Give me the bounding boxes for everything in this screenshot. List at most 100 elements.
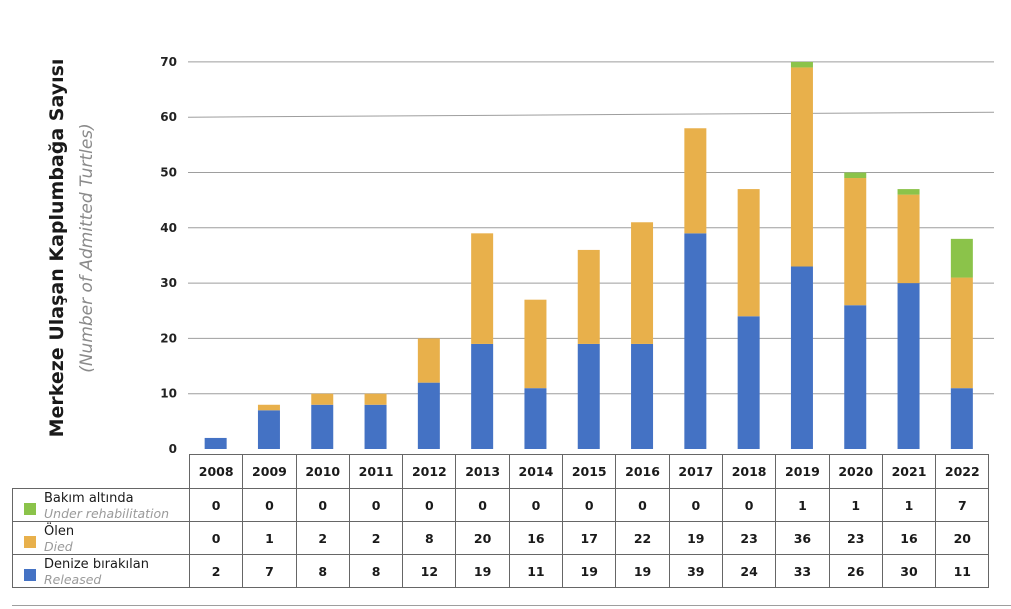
data-label: 36 — [775, 521, 830, 555]
year-header: 2011 — [348, 454, 404, 489]
bar-segment — [684, 128, 707, 234]
data-label: 8 — [348, 554, 404, 588]
data-label: 0 — [348, 488, 404, 522]
data-label: 0 — [562, 488, 617, 522]
data-label: 1 — [242, 521, 297, 555]
y-tick-label: 10 — [160, 387, 177, 401]
y-axis-title: Merkeze Ulaşan Kaplumbağa Sayısı (Number… — [46, 59, 97, 438]
bar-segment — [311, 404, 334, 449]
data-label: 11 — [935, 554, 990, 588]
data-label: 19 — [562, 554, 617, 588]
data-label: 19 — [615, 554, 670, 588]
bar-segment — [897, 194, 920, 284]
legend-label: Denize bırakılan — [44, 557, 149, 572]
data-label: 7 — [242, 554, 297, 588]
data-label: 0 — [721, 488, 777, 522]
legend-swatch — [24, 503, 36, 515]
bar-segment — [204, 437, 227, 449]
year-header: 2014 — [508, 454, 564, 489]
data-label: 1 — [828, 488, 883, 522]
legend-swatch — [24, 569, 36, 581]
legend-label: Ölen — [44, 524, 75, 539]
legend-label-english: Died — [44, 539, 73, 554]
year-header: 2008 — [188, 454, 244, 489]
bar-segment — [950, 388, 973, 449]
legend-label: Bakım altında — [44, 491, 134, 506]
legend-swatch — [24, 536, 36, 548]
year-header: 2015 — [562, 454, 617, 489]
year-header: 2022 — [935, 454, 990, 489]
legend-label-english: Under rehabilitation — [44, 506, 170, 521]
bar-segment — [790, 61, 813, 68]
legend-entry: Bakım altında Under rehabilitation — [12, 488, 190, 522]
bar-segment — [524, 299, 547, 389]
gridline — [187, 111, 995, 118]
year-header-row: 2008 2009 2010 2011 2012 2013 2014 2015 2016 2017… — [13, 454, 990, 489]
bar-segment — [364, 393, 387, 405]
data-label: 20 — [935, 521, 990, 555]
data-label: 24 — [721, 554, 777, 588]
data-label: 7 — [935, 488, 990, 522]
data-label: 39 — [668, 554, 723, 588]
bar-segment — [897, 283, 920, 449]
year-header: 2010 — [295, 454, 350, 489]
bar-segment — [684, 233, 707, 449]
y-axis-title-main: Merkeze Ulaşan Kaplumbağa Sayısı — [46, 59, 68, 438]
year-header: 2012 — [402, 454, 457, 489]
data-label: 0 — [295, 488, 350, 522]
y-tick-label: 50 — [160, 166, 177, 180]
data-label: 26 — [828, 554, 883, 588]
bar-segment — [897, 189, 920, 195]
data-label: 30 — [881, 554, 937, 588]
data-label: 12 — [402, 554, 457, 588]
year-header: 2016 — [615, 454, 670, 489]
y-tick-label: 30 — [160, 276, 177, 290]
bar-segment — [950, 238, 973, 278]
data-label: 17 — [562, 521, 617, 555]
y-tick-label: 0 — [169, 442, 177, 456]
legend-entry: Denize bırakılan Released — [12, 554, 190, 588]
bar-segment — [257, 404, 280, 411]
legend-entry: Ölen Died — [12, 521, 190, 555]
year-header: 2013 — [455, 454, 510, 489]
data-label: 2 — [188, 554, 244, 588]
data-label: 8 — [295, 554, 350, 588]
bar-segment — [737, 189, 760, 317]
year-header: 2019 — [775, 454, 830, 489]
data-label: 20 — [455, 521, 510, 555]
data-label: 0 — [242, 488, 297, 522]
bar-segment — [364, 404, 387, 449]
table-corner — [13, 455, 190, 489]
bar-segment — [257, 410, 280, 449]
bar-segment — [631, 222, 654, 344]
bar-segment — [471, 343, 494, 449]
bar-segment — [417, 382, 440, 449]
y-tick-label: 70 — [160, 55, 177, 69]
bar-segment — [577, 249, 600, 344]
bar-segment — [524, 388, 547, 449]
data-label: 1 — [775, 488, 830, 522]
bar-segment — [844, 305, 867, 449]
data-label: 23 — [721, 521, 777, 555]
data-label: 0 — [615, 488, 670, 522]
y-tick-label: 60 — [160, 110, 177, 124]
bar-segment — [471, 233, 494, 344]
legend-label-english: Released — [44, 572, 102, 587]
data-label: 0 — [402, 488, 457, 522]
y-axis-title-sub: (Number of Admitted Turtles) — [77, 123, 97, 373]
data-label: 0 — [455, 488, 510, 522]
bar-segment — [577, 343, 600, 449]
data-label: 2 — [295, 521, 350, 555]
year-header: 2017 — [668, 454, 723, 489]
data-label: 19 — [668, 521, 723, 555]
data-label: 0 — [188, 521, 244, 555]
bar-segment — [790, 266, 813, 449]
data-label: 23 — [828, 521, 883, 555]
bar-segment — [844, 172, 867, 179]
data-table: 2008 2009 2010 2011 2012 2013 2014 2015 2016 2017… — [12, 454, 990, 588]
bar-segment — [737, 316, 760, 449]
data-label: 19 — [455, 554, 510, 588]
data-label: 2 — [348, 521, 404, 555]
data-label: 16 — [881, 521, 937, 555]
